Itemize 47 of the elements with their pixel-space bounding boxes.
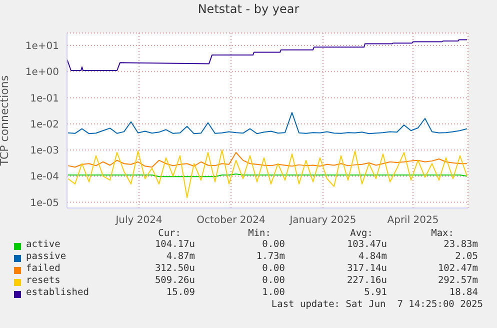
line-series xyxy=(68,152,468,168)
text: 104.17u xyxy=(154,239,195,250)
text: 1.00 xyxy=(261,287,285,298)
text: 4.87m xyxy=(165,251,195,262)
text: 227.16u xyxy=(346,275,387,286)
line-series xyxy=(67,39,468,72)
y-tick-label: 1e-02 xyxy=(30,119,59,130)
x-tick-label: April 2025 xyxy=(387,215,439,226)
text: 0.00 xyxy=(261,239,285,250)
text: 4.84m xyxy=(357,251,387,262)
y-tick-label: 1e-04 xyxy=(30,172,59,183)
text: 509.26u xyxy=(154,275,195,286)
y-tick-label: 1e-01 xyxy=(30,93,59,104)
y-tick-label: 1e+00 xyxy=(25,67,59,78)
text: Last update: Sat Jun 7 14:25:00 2025 xyxy=(271,299,483,310)
text: 2.05 xyxy=(454,251,478,262)
text: Max: xyxy=(430,228,455,239)
y-tick-label: 1e+01 xyxy=(25,41,59,52)
text: 23.83m xyxy=(442,239,478,250)
text: 292.57m xyxy=(436,275,478,286)
text: 5.91 xyxy=(363,287,387,298)
text: 0.00 xyxy=(261,275,285,286)
text: 317.14u xyxy=(346,263,387,274)
text: Avg: xyxy=(349,228,374,239)
y-tick-label: 1e-03 xyxy=(30,146,59,157)
x-tick-label: October 2024 xyxy=(196,215,266,226)
text: 18.84 xyxy=(448,287,478,298)
text: 1.73m xyxy=(255,251,285,262)
x-tick-label: January 2025 xyxy=(288,215,356,226)
y-tick-label: 1e-05 xyxy=(30,198,59,209)
text: 103.47u xyxy=(346,239,387,250)
legend-label: failed xyxy=(26,263,60,274)
text: 102.47m xyxy=(436,263,478,274)
line-series xyxy=(68,112,468,134)
legend-label: established xyxy=(26,287,89,298)
x-tick-label: July 2024 xyxy=(114,215,162,226)
text: Cur: xyxy=(157,228,182,239)
text: 312.50u xyxy=(154,263,195,274)
chart-title: Netstat - by year xyxy=(196,2,300,16)
text: 15.09 xyxy=(165,287,195,298)
text: 0.00 xyxy=(261,263,285,274)
y-axis-title: TCP connections xyxy=(0,75,11,167)
legend-label: passive xyxy=(26,251,66,262)
text: Min: xyxy=(247,228,272,239)
line-series xyxy=(68,149,468,198)
legend-label: resets xyxy=(26,275,60,286)
legend-label: active xyxy=(26,239,60,250)
